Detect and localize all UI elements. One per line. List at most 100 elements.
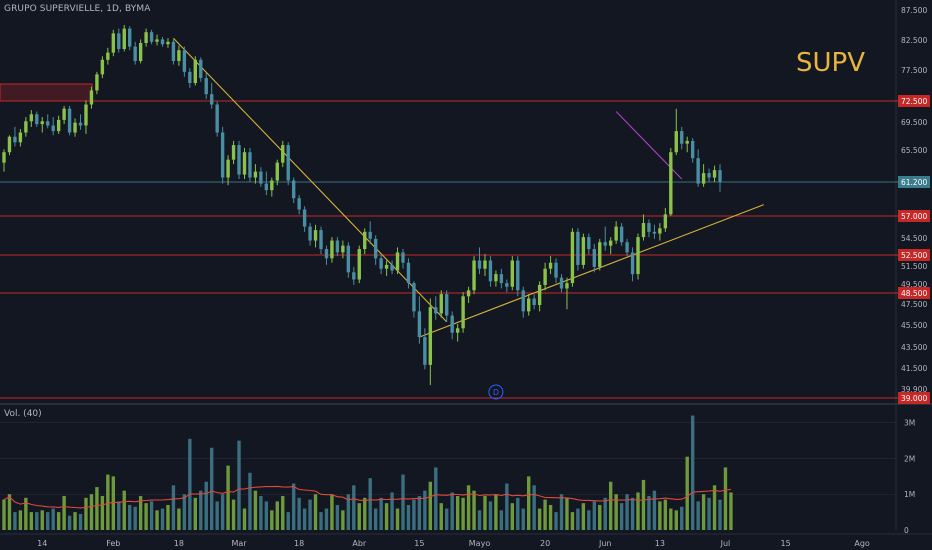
volume-bar [450,492,454,530]
volume-bar [685,456,689,530]
candle-body [384,264,389,269]
volume-bar [335,504,340,530]
candle-body [56,119,61,132]
candle-body [138,43,143,61]
candle-body [100,59,105,75]
candle-body [712,170,717,178]
candle-body [445,294,449,316]
candle-body [652,231,657,234]
volume-bar [401,474,405,530]
downtrend-line [173,37,448,323]
time-tick-label: Mar [231,539,247,548]
volume-bar [319,512,323,530]
time-tick-label: Jul [720,539,731,548]
candle-body [297,198,301,210]
candle-body [270,180,274,191]
volume-bar [674,510,678,530]
price-tick-label: 43.500 [901,343,927,352]
volume-bar [543,499,547,530]
candle-body [308,226,312,241]
candle-body [275,162,279,181]
volume-bar [352,485,356,530]
chart-title: GRUPO SUPERVIELLE, 1D, BYMA [4,4,151,14]
volume-bar [701,494,706,530]
volume-bar [242,508,247,530]
candle-body [182,50,187,72]
candle-body [477,260,482,269]
volume-bar [302,508,307,530]
level-badge [898,287,930,299]
volume-bar [395,508,400,530]
candle-body [24,121,28,133]
volume-bar [527,476,531,530]
time-tick-label: Feb [106,539,120,548]
candle-body [543,268,547,285]
volume-bar [67,515,72,530]
volume-bar [286,512,290,530]
time-tick-label: 15 [414,539,424,548]
candle-body [177,50,181,61]
volume-bar [636,492,640,530]
volume-bar [603,497,607,530]
volume-bar [346,494,351,530]
level-badge [898,392,930,404]
event-marker-circle[interactable] [488,384,504,400]
volume-bar [78,513,83,530]
volume-bar [390,492,394,530]
volume-bar [46,512,50,530]
level-badge [898,249,930,261]
price-tick-label: 77.500 [901,66,927,75]
candle-body [647,223,651,232]
candle-body [335,240,340,253]
volume-bar [439,503,443,530]
volume-bar [73,512,77,530]
candle-body [625,242,629,253]
volume-bar [231,499,236,530]
price-tick-label: 48.500 [901,289,927,298]
candle-body [379,258,383,269]
candle-body [641,223,646,238]
volume-bar [379,497,383,530]
candle-body [428,307,433,365]
current-price-badge [898,176,930,188]
candle-body [532,298,536,306]
candle-body [155,39,159,42]
volume-pane-label: Vol. (40) [4,409,42,419]
volume-bar [614,494,618,530]
volume-bar [570,512,575,530]
candle-body [215,104,219,133]
candle-body [412,283,416,312]
candle-body [516,260,520,291]
volume-bar [122,490,126,530]
volume-bar [696,501,700,530]
time-tick-label: 13 [655,539,665,548]
candle-body [494,274,498,282]
price-tick-label: 39.000 [901,394,927,403]
candle-body [7,136,12,153]
volume-bar [707,497,711,530]
candle-body [117,33,121,49]
level-badge [898,95,930,107]
volume-bar [144,503,148,530]
volume-bar [204,481,208,530]
candle-body [608,240,613,246]
candle-body [302,209,307,227]
volume-bar [428,481,433,530]
volume-bar [477,510,482,530]
volume-bar [565,497,569,530]
volume-bar [40,510,44,530]
time-tick-label: 18 [294,539,304,548]
volume-bar [215,501,219,530]
volume-bar [729,492,733,530]
volume-bar [160,508,165,530]
volume-bar [548,504,553,530]
volume-bar [712,485,717,530]
volume-bar [248,472,252,530]
candle-body [106,52,110,60]
candle-body [472,260,476,291]
candle-body [237,145,241,175]
candle-body [598,242,602,267]
candle-body [264,183,269,191]
candle-body [674,131,678,153]
volume-bar [275,501,279,530]
